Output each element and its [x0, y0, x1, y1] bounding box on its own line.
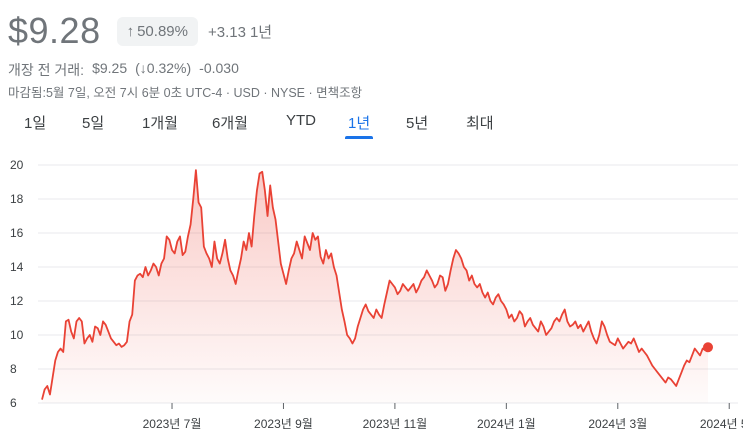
x-axis: 2023년 7월 2023년 9월 2023년 11월 2024년 1월 2024년 3… [143, 403, 743, 431]
current-price: $9.28 [8, 10, 101, 51]
tab-3[interactable]: 6개월 [212, 115, 248, 132]
x-tick-label: 2023년 7월 [143, 417, 202, 431]
price-area-fill [42, 170, 708, 403]
y-tick-label: 18 [10, 192, 24, 206]
premarket-change-abs: -0.030 [199, 60, 239, 76]
tab-6[interactable]: 5년 [406, 115, 429, 132]
y-tick-label: 6 [10, 396, 17, 410]
price-chart: 6 8 10 12 14 16 18 20 2023년 7월 2023년 9월 2023년 11월… [10, 158, 743, 431]
tab-2[interactable]: 1개월 [142, 115, 178, 132]
up-arrow-icon: ↑ [126, 22, 135, 40]
price-row: $9.28 ↑ 50.89% +3.13 1년 [8, 10, 272, 52]
price-line [41, 169, 709, 400]
y-tick-label: 20 [10, 158, 24, 172]
x-tick-label: 2024년 3월 [588, 417, 647, 431]
change-period: 1년 [249, 23, 273, 41]
premarket-row: 개장 전 거래: $9.25 (↓0.32%) -0.030 [8, 60, 239, 80]
x-tick-label: 2023년 9월 [254, 417, 313, 431]
y-tick-label: 12 [10, 294, 24, 308]
tab-1[interactable]: 5일 [82, 115, 105, 132]
change-absolute: +3.13 1년 [208, 21, 272, 42]
y-tick-label: 8 [10, 362, 17, 376]
change-percent: 50.89% [137, 22, 188, 40]
change-badge: ↑ 50.89% [116, 16, 198, 46]
last-price-marker [703, 342, 713, 353]
premarket-price: $9.25 [92, 60, 128, 76]
change-abs-value: +3.13 [207, 23, 246, 41]
tab-4[interactable]: YTD [286, 112, 316, 129]
premarket-label: 개장 전 거래: [8, 62, 85, 78]
tab-5[interactable]: 1년 [344, 108, 374, 139]
y-axis: 6 8 10 12 14 16 18 20 [10, 158, 24, 410]
tab-0[interactable]: 1일 [24, 115, 47, 132]
premarket-change: (↓0.32%) [135, 60, 192, 76]
tab-7[interactable]: 최대 [466, 115, 494, 132]
x-tick-label: 2023년 11월 [363, 417, 428, 431]
x-tick-label: 2024년 1월 [477, 417, 536, 431]
market-meta: 마감됨:5월 7일, 오전 7시 6분 0초 UTC-4 · USD · NYS… [8, 86, 363, 100]
y-tick-label: 14 [10, 260, 24, 274]
y-tick-label: 16 [10, 226, 24, 240]
x-tick-label: 2024년 5월 [700, 417, 743, 431]
y-tick-label: 10 [10, 328, 24, 342]
